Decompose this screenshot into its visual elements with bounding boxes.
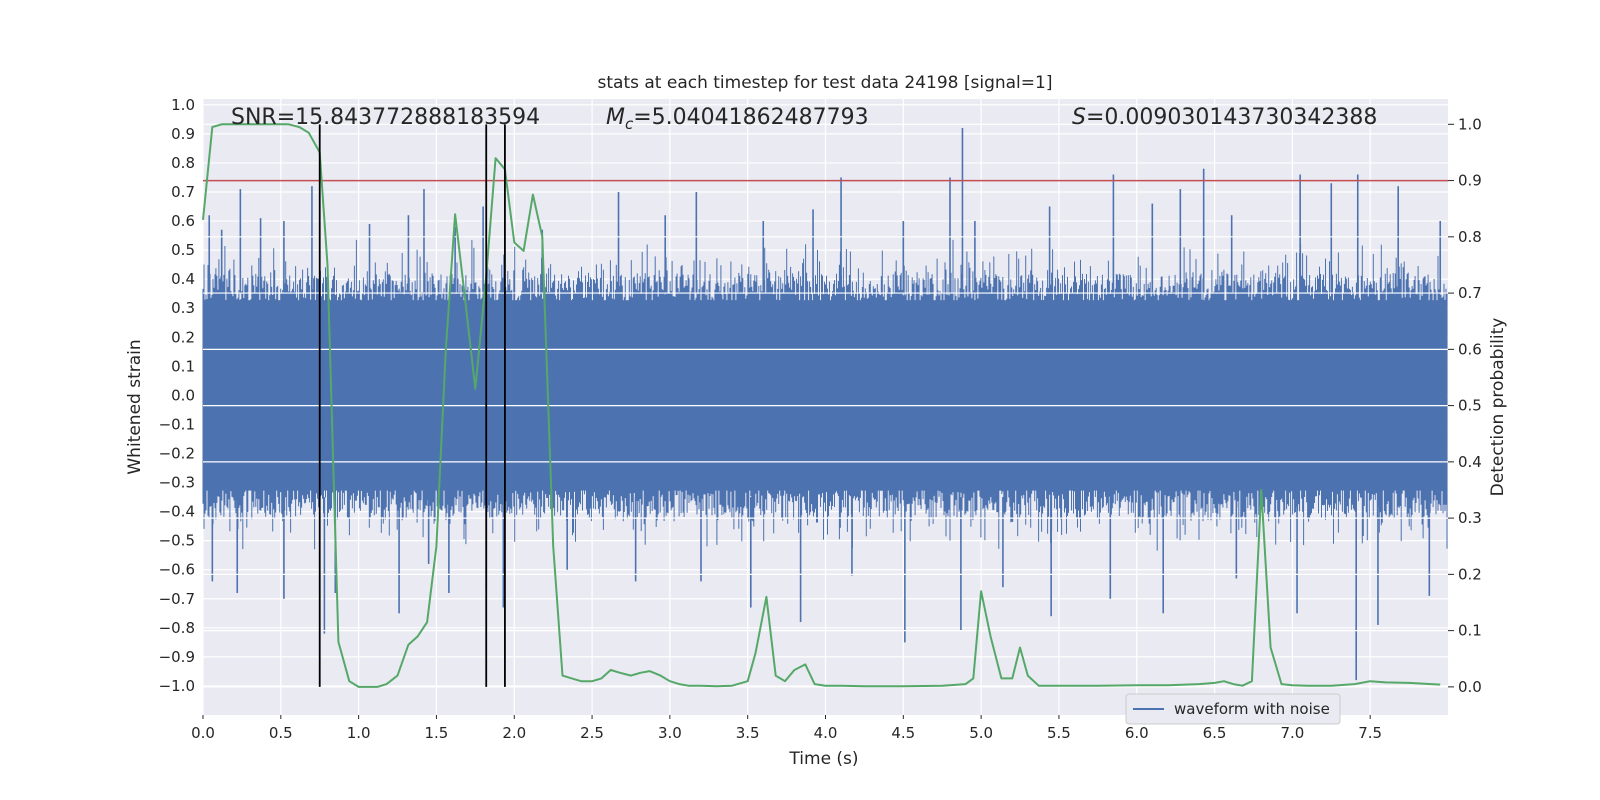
x-axis-ticks: 0.0 0.5 1.0 1.5 2.0 2.5 3.0 3.5 4.0 4.5 5.0 5.5 6.0 6… — [191, 715, 1382, 742]
right-axis-ticks: 1.0 0.9 0.8 0.7 0.6 0.5 0.4 0.3 0.2 0.1 0.0 — [1448, 115, 1482, 696]
y-tick-label: −0.6 — [159, 561, 195, 579]
y2-tick-label: 0.9 — [1458, 172, 1482, 190]
s-value: =0.009030143730342388 — [1086, 105, 1377, 130]
detection-probability-line — [202, 123, 1441, 688]
legend-box — [1125, 693, 1341, 725]
noise-band — [202, 239, 1448, 551]
s-annotation: S=0.009030143730342388 — [1072, 105, 1377, 130]
y-tick-label: −0.2 — [159, 444, 195, 462]
y2-tick-label: 0.7 — [1458, 284, 1482, 302]
y-tick-label: −0.8 — [159, 619, 195, 637]
waveform-with-noise-series — [202, 128, 1448, 681]
y-tick-label: 0.7 — [171, 183, 195, 201]
y-tick-label: −1.0 — [159, 677, 195, 695]
x-tick-label: 3.5 — [736, 724, 760, 742]
y2-tick-label: 0.5 — [1458, 397, 1482, 415]
y2-tick-label: 0.6 — [1458, 340, 1482, 358]
s-symbol: S — [1072, 105, 1086, 130]
y-tick-label: 0.4 — [171, 270, 195, 288]
x-axis-label: Time (s) — [788, 749, 858, 769]
y-tick-label: −0.3 — [159, 474, 195, 492]
x-tick-label: 0.0 — [191, 724, 215, 742]
y-tick-label: 1.0 — [171, 96, 195, 114]
y-tick-label: 0.3 — [171, 299, 195, 317]
x-tick-label: 4.5 — [891, 724, 915, 742]
chirp-mass-subscript: c — [625, 115, 634, 133]
y-tick-label: 0.2 — [171, 328, 195, 346]
y-tick-label: 0.0 — [171, 386, 195, 404]
y-tick-label: 0.5 — [171, 241, 195, 259]
y2-tick-label: 0.3 — [1458, 509, 1482, 527]
y-tick-label: 0.6 — [171, 212, 195, 230]
y-tick-label: −0.9 — [159, 648, 195, 666]
y-tick-label: 0.8 — [171, 154, 195, 172]
chart-title: stats at each timestep for test data 241… — [598, 73, 1053, 93]
right-axis-gridlines — [203, 123, 1448, 688]
chirp-mass-symbol: M — [606, 105, 625, 130]
detection-probability-series — [202, 123, 1448, 688]
x-tick-label: 5.0 — [969, 724, 993, 742]
y-tick-label: −0.1 — [159, 415, 195, 433]
x-tick-label: 3.0 — [658, 724, 682, 742]
snr-annotation: SNR=15.843772888183594 — [231, 105, 540, 130]
legend: waveform with noise — [1125, 693, 1341, 725]
y-tick-label: −0.4 — [159, 503, 195, 521]
x-tick-label: 4.0 — [814, 724, 838, 742]
x-tick-label: 5.5 — [1047, 724, 1071, 742]
chirp-mass-annotation: Mc=5.04041862487793 — [606, 105, 869, 133]
chirp-mass-value: =5.04041862487793 — [633, 105, 868, 130]
x-tick-label: 2.0 — [502, 724, 526, 742]
y-axis-label: Whitened strain — [125, 339, 145, 474]
y2-tick-label: 0.2 — [1458, 565, 1482, 583]
event-markers — [318, 124, 506, 687]
x-tick-label: 1.0 — [347, 724, 371, 742]
x-tick-label: 0.5 — [269, 724, 293, 742]
y-axis-ticks: 1.0 0.9 0.8 0.7 0.6 0.5 0.4 0.3 0.2 0.1 0.0 −0.1 −0.… — [159, 96, 195, 695]
y-tick-label: 0.1 — [171, 357, 195, 375]
x-tick-label: 7.5 — [1358, 724, 1382, 742]
y2-tick-label: 0.8 — [1458, 228, 1482, 246]
right-axis-label: Detection probability — [1488, 318, 1508, 497]
x-tick-label: 2.5 — [580, 724, 604, 742]
y2-tick-label: 0.0 — [1458, 678, 1482, 696]
y-tick-label: 0.9 — [171, 125, 195, 143]
y2-tick-label: 1.0 — [1458, 115, 1482, 133]
x-tick-label: 6.5 — [1203, 724, 1227, 742]
x-tick-label: 7.0 — [1280, 724, 1304, 742]
x-tick-label: 6.0 — [1125, 724, 1149, 742]
y2-tick-label: 0.1 — [1458, 622, 1482, 640]
y-tick-label: −0.7 — [159, 590, 195, 608]
y-tick-label: −0.5 — [159, 532, 195, 550]
y2-tick-label: 0.4 — [1458, 453, 1482, 471]
legend-label: waveform with noise — [1174, 700, 1330, 718]
x-tick-label: 1.5 — [425, 724, 449, 742]
